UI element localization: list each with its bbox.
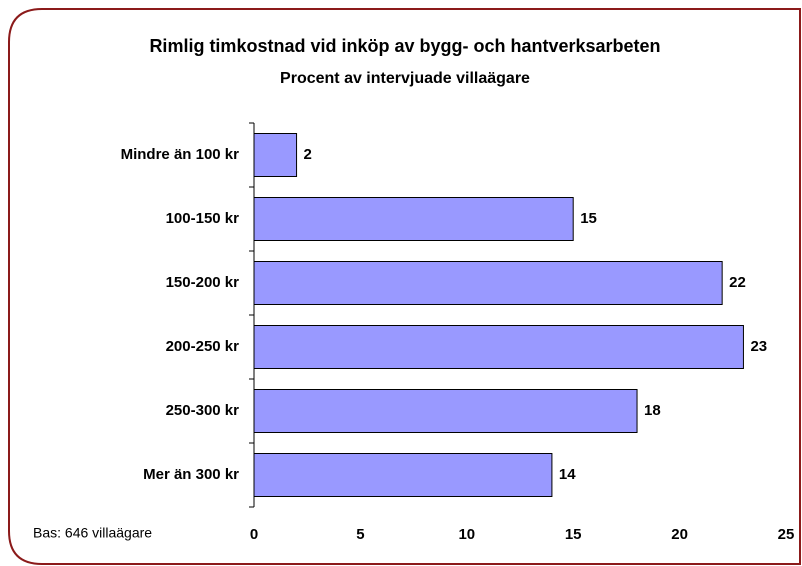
y-tick-label: 200-250 kr — [166, 338, 240, 355]
y-tick-label: Mer än 300 kr — [143, 466, 239, 483]
value-label: 22 — [729, 274, 746, 291]
value-label: 23 — [750, 338, 767, 355]
chart-title: Rimlig timkostnad vid inköp av bygg- och… — [149, 36, 660, 56]
value-label: 2 — [304, 146, 312, 163]
bar — [253, 197, 574, 241]
value-label: 15 — [580, 210, 597, 227]
y-tick-label: 150-200 kr — [166, 274, 240, 291]
y-tick-label: Mindre än 100 kr — [121, 146, 240, 163]
x-tick-label: 15 — [565, 526, 582, 543]
bar — [253, 389, 638, 433]
value-label: 14 — [559, 466, 576, 483]
y-tick-label: 100-150 kr — [166, 210, 240, 227]
note: Bas: 646 villaägare — [33, 525, 152, 541]
value-label: 18 — [644, 402, 661, 419]
bar — [253, 325, 744, 369]
bar — [253, 453, 553, 497]
x-tick-label: 5 — [356, 526, 364, 543]
bar — [253, 261, 723, 305]
x-tick-label: 10 — [458, 526, 475, 543]
y-tick-label: 250-300 kr — [166, 402, 240, 419]
x-tick-label: 20 — [671, 526, 688, 543]
x-tick-label: 0 — [250, 526, 258, 543]
bar — [253, 133, 298, 177]
x-tick-label: 25 — [778, 526, 795, 543]
chart-subtitle: Procent av intervjuade villaägare — [280, 70, 530, 87]
